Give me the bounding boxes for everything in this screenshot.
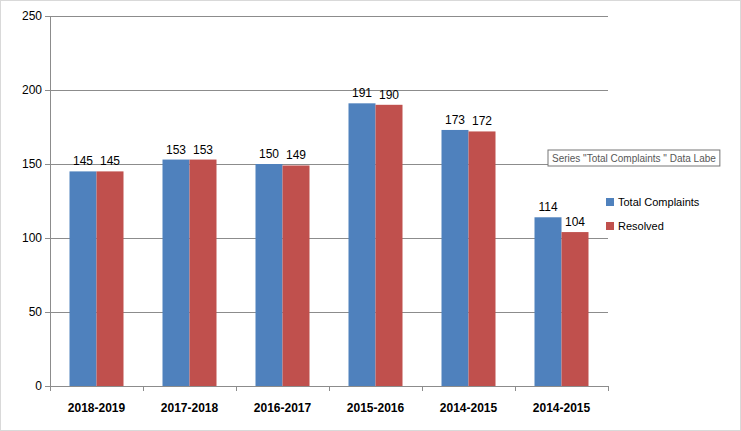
bar [163, 160, 190, 386]
data-label: 153 [166, 143, 186, 157]
data-label: 145 [100, 154, 120, 168]
y-tick [45, 16, 50, 17]
y-axis [50, 16, 51, 386]
bar [469, 131, 496, 386]
grid-line [50, 16, 608, 17]
bars [70, 103, 589, 386]
x-tick-label: 2018-2019 [68, 401, 126, 415]
y-tick-label: 200 [22, 83, 42, 97]
x-tick [236, 386, 237, 391]
y-tick [45, 312, 50, 313]
annotation-box [548, 150, 720, 166]
bar [97, 171, 124, 386]
x-tick [608, 386, 609, 391]
data-label: 149 [286, 148, 306, 162]
y-tick [45, 90, 50, 91]
grid-line [50, 90, 608, 91]
data-label: 173 [445, 113, 465, 127]
x-tick-label: 2014-2015 [533, 401, 591, 415]
y-tick [45, 386, 50, 387]
bar [562, 232, 589, 386]
x-tick [422, 386, 423, 391]
bar [70, 171, 97, 386]
data-label: 172 [472, 114, 492, 128]
legend-swatch [606, 222, 614, 230]
x-tick-label: 2016-2017 [254, 401, 312, 415]
bar [535, 217, 562, 386]
data-label: 153 [193, 143, 213, 157]
bar [256, 164, 283, 386]
bar [283, 165, 310, 386]
legend-swatch [606, 198, 614, 206]
y-tick-label: 250 [22, 9, 42, 23]
x-tick [50, 386, 51, 391]
x-tick-label: 2015-2016 [347, 401, 405, 415]
grid-line [50, 238, 608, 239]
annotation: Series "Total Complaints " Data Labe [552, 153, 716, 164]
data-label: 104 [565, 215, 585, 229]
x-tick [515, 386, 516, 391]
data-label: 190 [379, 88, 399, 102]
grid-line [50, 312, 608, 313]
y-tick [45, 164, 50, 165]
x-tick [143, 386, 144, 391]
data-label: 191 [352, 86, 372, 100]
bar [190, 160, 217, 386]
y-tick-label: 100 [22, 231, 42, 245]
data-label: 150 [259, 147, 279, 161]
x-tick-label: 2017-2018 [161, 401, 219, 415]
bar [442, 130, 469, 386]
y-tick-label: 50 [29, 305, 43, 319]
grid-line [50, 164, 608, 165]
y-tick-label: 150 [22, 157, 42, 171]
bar [349, 103, 376, 386]
x-tick-label: 2014-2015 [440, 401, 498, 415]
chart-border [1, 1, 741, 431]
y-tick-label: 0 [35, 379, 42, 393]
chart: 0 50 100 150 200 250 2018-2019 2017-2018 2016-20… [0, 0, 741, 431]
y-tick [45, 238, 50, 239]
data-label: 145 [73, 154, 93, 168]
x-tick [329, 386, 330, 391]
legend-label: Total Complaints [618, 196, 700, 208]
bar [376, 105, 403, 386]
legend-label: Resolved [618, 220, 664, 232]
data-label: 114 [538, 200, 557, 214]
